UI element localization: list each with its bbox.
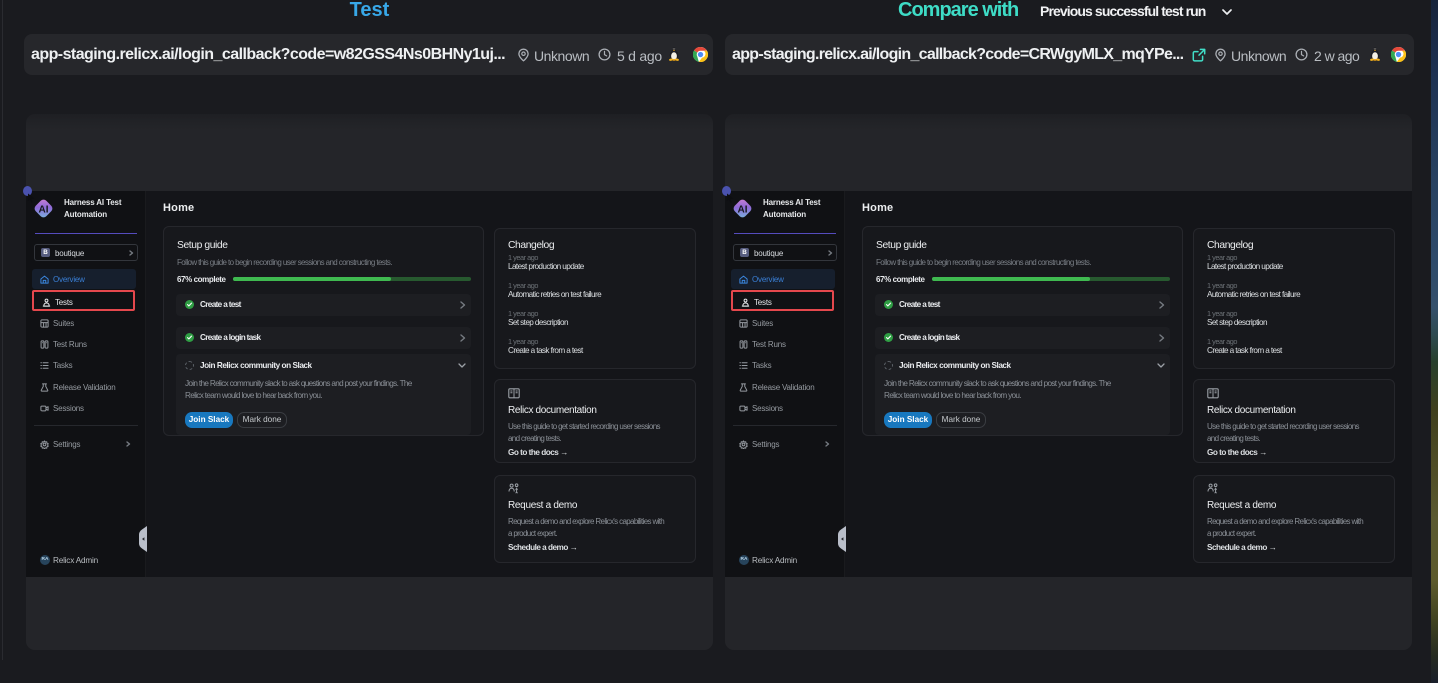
svg-text:AI: AI <box>38 205 48 216</box>
svg-text:AI: AI <box>737 205 747 216</box>
